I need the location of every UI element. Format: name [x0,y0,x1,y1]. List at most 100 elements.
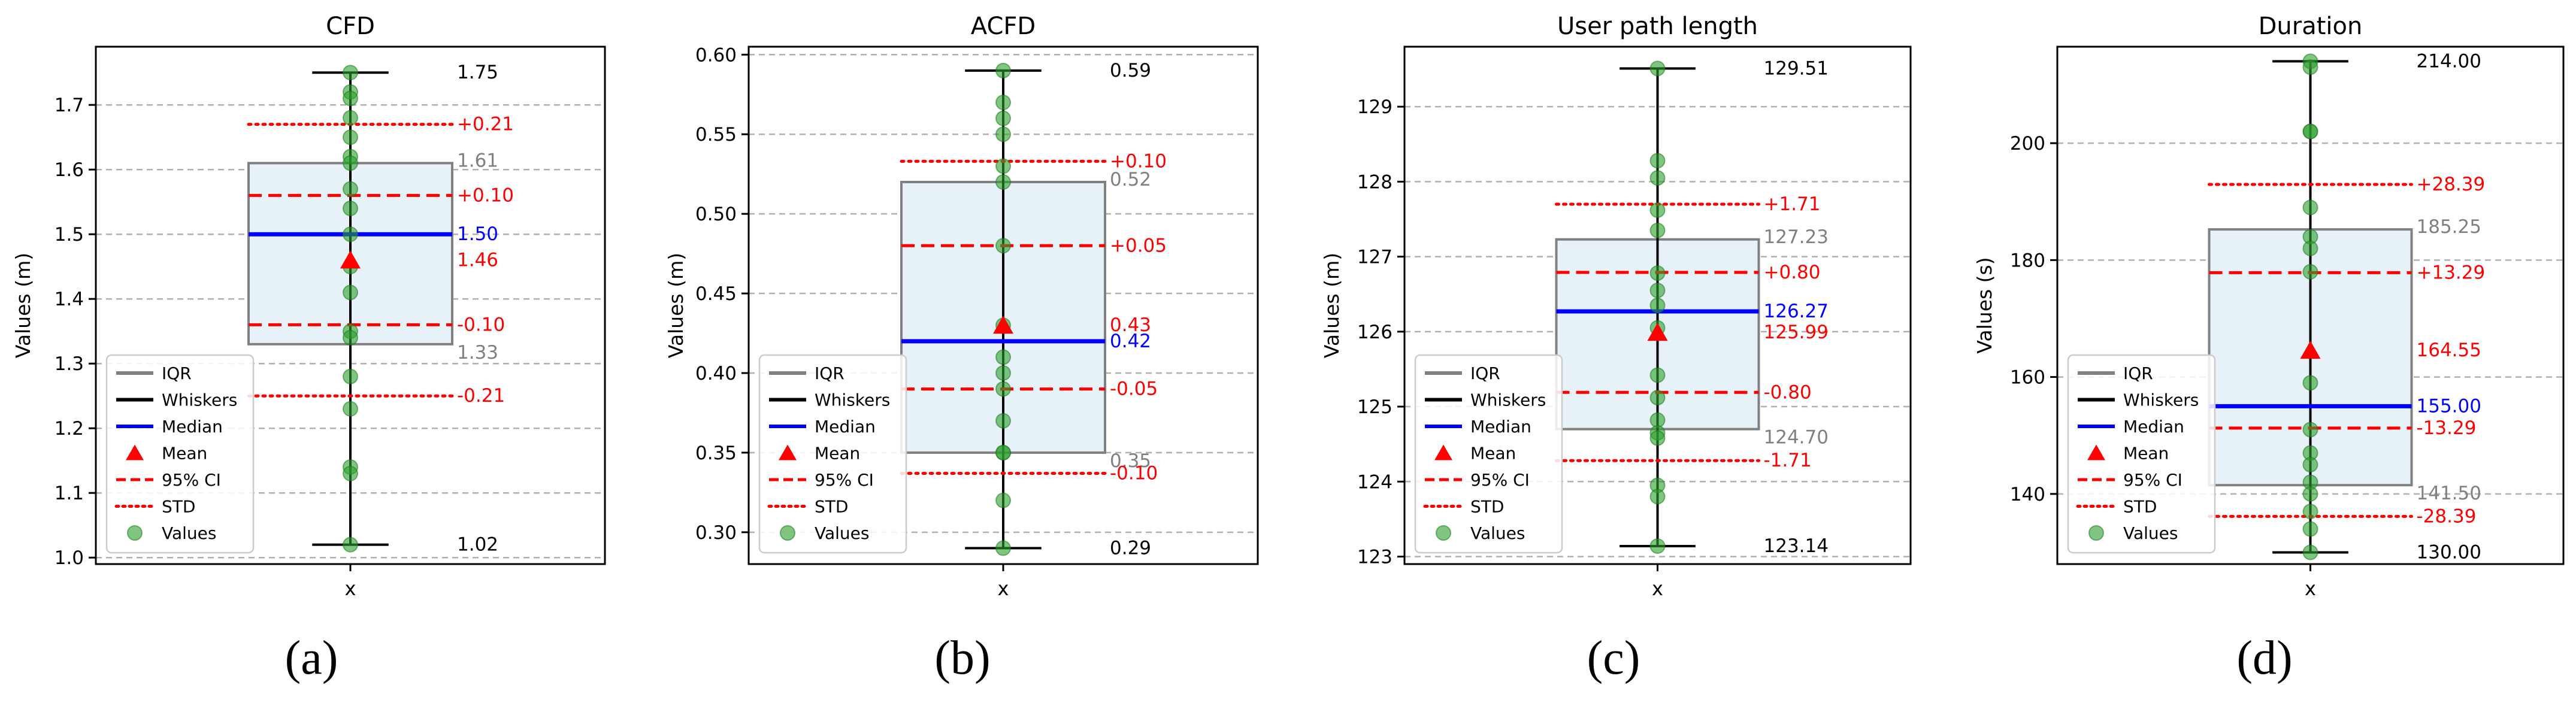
value-point [343,90,358,107]
mean-marker [1647,323,1668,341]
annotation-max: 214.00 [2417,50,2481,72]
panel-caption-b: (b) [934,632,990,684]
annotation-min: 130.00 [2417,541,2481,563]
value-point [995,492,1011,508]
legend-label: Median [815,417,876,437]
y-tick-label: 0.40 [695,363,737,384]
legend-label: Whiskers [162,390,237,410]
annotation-median: 126.27 [1764,301,1829,322]
value-point [995,365,1011,381]
y-tick-label: 0.60 [695,44,737,66]
value-point [2302,457,2318,473]
annotation-mean: 0.43 [1110,314,1151,336]
value-point [2302,521,2318,537]
annotation-mean: 1.46 [457,249,498,271]
y-axis-label: Values (m) [11,253,35,358]
annotation-std-high: +28.39 [2417,174,2486,195]
y-tick-label: 1.2 [55,418,84,440]
value-point [1649,60,1666,77]
value-point [995,62,1011,78]
y-tick-label: 126 [1357,322,1393,343]
value-point [2302,375,2318,391]
annotation-max: 1.75 [457,62,498,83]
value-point [995,126,1011,143]
y-tick-label: 1.4 [55,289,84,310]
value-point [1649,390,1666,406]
annotation-std-low: -1.71 [1764,450,1812,471]
legend-label: 95% CI [162,470,221,490]
y-axis-label: Values (m) [664,253,688,358]
y-tick-label: 1.3 [55,353,84,375]
legend-label: STD [1470,497,1504,517]
value-point [1649,430,1666,446]
value-point [995,158,1011,174]
value-point [343,110,358,126]
y-tick-label: 129 [1357,96,1393,118]
annotation-q1: 0.35 [1110,450,1151,472]
legend-label: Values [2123,523,2178,543]
y-tick-label: 160 [2010,367,2045,389]
legend-label: Mean [162,444,207,463]
annotation-ci-high: +13.29 [2417,262,2486,283]
chart-title: Duration [2259,13,2363,40]
annotation-median: 1.50 [457,223,498,245]
legend-label: Values [1470,523,1525,543]
x-tick-label: x [998,577,1009,600]
panel-c: (c) 123 124 125 126 127 128 129 x User path leng… [1320,13,1912,684]
panel-d: (d) 140 160 180 200 x Duration Values (s) 214.0… [1973,13,2565,684]
legend-label: Mean [1470,444,1516,463]
y-tick-label: 128 [1357,171,1393,193]
legend-label: 95% CI [1470,470,1530,490]
value-point [343,181,358,197]
legend-box [105,354,255,554]
annotation-q3: 185.25 [2417,216,2481,238]
value-point [995,95,1011,111]
annotation-max: 0.59 [1110,60,1151,81]
annotation-ci-low: -0.05 [1110,378,1158,400]
legend-label: Values [162,523,216,543]
annotation-q1: 1.33 [457,342,498,363]
value-point [1649,265,1666,281]
legend-label: Median [1470,417,1531,437]
legend-label: STD [815,497,848,517]
mean-marker [340,250,361,269]
y-tick-label: 0.55 [695,124,737,146]
value-point [343,465,358,481]
legend-swatch-mean [2087,444,2105,460]
y-tick-label: 127 [1357,247,1393,268]
value-point [995,174,1011,190]
y-tick-label: 1.7 [55,95,84,116]
annotation-std-low: -0.21 [457,385,505,407]
legend-swatch-mean [1434,444,1452,460]
y-tick-label: 123 [1357,546,1393,568]
legend-label: STD [162,497,195,517]
panel-caption-d: (d) [2236,632,2292,684]
legend-swatch-values [1436,525,1451,541]
x-tick-label: x [1652,577,1663,600]
panel-caption-a: (a) [285,632,338,684]
value-point [343,368,358,384]
value-point [343,129,358,146]
annotation-ci-high: +0.80 [1764,262,1821,283]
legend-box [2067,354,2216,554]
value-point [2302,263,2318,280]
value-point [343,537,358,553]
legend-label: Median [2123,417,2184,437]
annotation-std-high: +0.21 [457,114,514,135]
y-tick-label: 124 [1357,471,1393,493]
legend-box [758,354,907,554]
annotation-q1: 141.50 [2417,483,2481,504]
value-point [343,330,358,346]
y-tick-label: 0.35 [695,443,737,464]
annotation-median: 0.42 [1110,331,1151,352]
annotation-max: 129.51 [1764,57,1829,79]
y-tick-label: 0.45 [695,283,737,305]
y-tick-label: 180 [2010,250,2045,271]
value-point [995,238,1011,254]
legend-swatch-values [2088,525,2104,541]
annotation-min: 0.29 [1110,537,1151,559]
value-point [995,110,1011,126]
annotation-q3: 0.52 [1110,169,1151,190]
legend-label: IQR [815,363,844,383]
legend-label: Values [815,523,869,543]
